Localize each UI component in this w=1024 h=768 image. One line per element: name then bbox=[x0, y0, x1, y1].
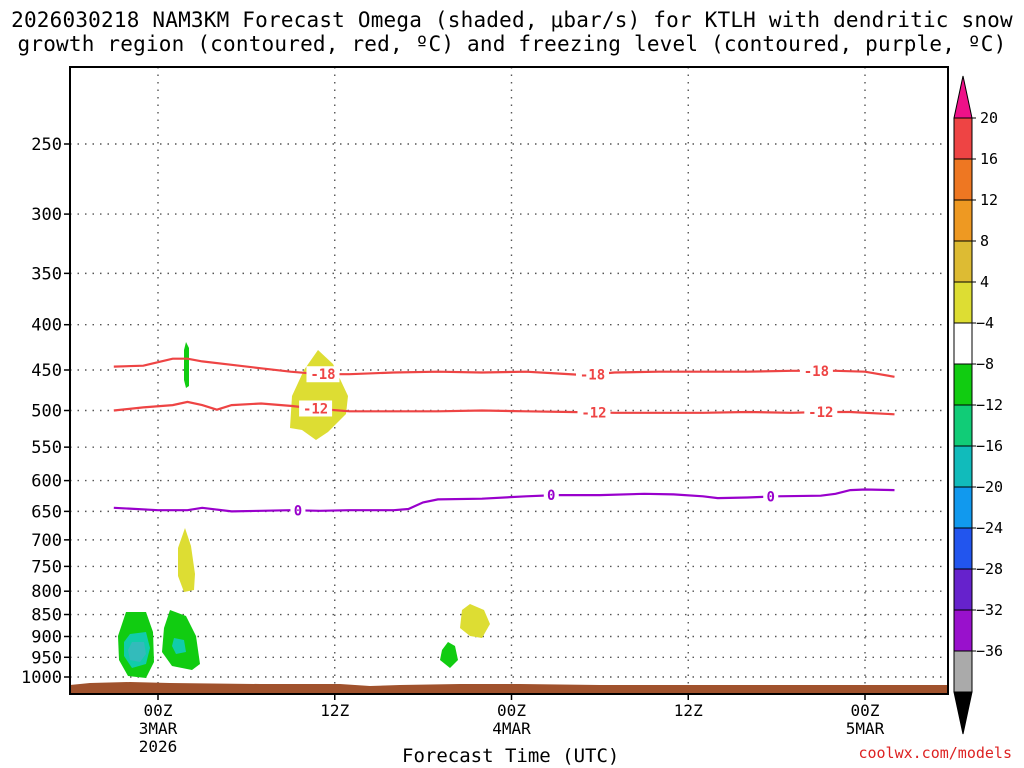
colorbar-swatch bbox=[953, 486, 973, 529]
y-tick-label: 1000 bbox=[21, 668, 62, 688]
y-tick-label: 400 bbox=[31, 316, 62, 336]
contour-line bbox=[113, 400, 895, 416]
credit-text: coolwx.com/models bbox=[858, 744, 1012, 762]
colorbar-swatch bbox=[953, 281, 973, 324]
colorbar-top-arrow bbox=[953, 75, 973, 119]
colorbar-bottom-arrow bbox=[953, 691, 973, 735]
colorbar-swatch bbox=[953, 650, 973, 693]
omega-region-green-strip bbox=[184, 342, 189, 388]
x-tick-label: 2026 bbox=[139, 737, 178, 756]
colorbar-swatch bbox=[953, 363, 973, 406]
colorbar-label: −8 bbox=[976, 355, 994, 373]
colorbar-swatch bbox=[953, 240, 973, 283]
omega-region-yellow-column bbox=[178, 528, 195, 592]
colorbar-swatch bbox=[953, 568, 973, 611]
colorbar-swatch bbox=[953, 609, 973, 652]
chart-title-line1: 2026030218 NAM3KM Forecast Omega (shaded… bbox=[11, 8, 1013, 32]
colorbar-label: 16 bbox=[980, 150, 998, 168]
colorbar-label: 4 bbox=[980, 273, 989, 291]
contour-label-bg bbox=[299, 400, 333, 417]
y-tick-label: 450 bbox=[31, 361, 62, 381]
chart-title-line2: growth region (contoured, red, ºC) and f… bbox=[17, 32, 1007, 56]
colorbar: 20 16 12 8 4 −4 −8 −12 −16 −20 −24 −28 −32 −36 bbox=[953, 75, 1003, 735]
y-tick-label: 600 bbox=[31, 472, 62, 492]
y-tick-label: 700 bbox=[31, 531, 62, 551]
contour-label: -12 bbox=[581, 405, 606, 421]
y-tick-label: 950 bbox=[31, 648, 62, 668]
contour-label-bg bbox=[576, 366, 610, 383]
colorbar-label: 8 bbox=[980, 232, 989, 250]
omega-region-yellow-low bbox=[460, 604, 490, 638]
colorbar-label: −12 bbox=[976, 396, 1003, 414]
y-tick-label: 350 bbox=[31, 264, 62, 284]
omega-region-cyan-inner bbox=[128, 642, 146, 662]
y-tick-label: 500 bbox=[31, 402, 62, 422]
contour-label-bg bbox=[799, 362, 833, 379]
contour-label-bg bbox=[763, 488, 779, 505]
y-tick-label: 750 bbox=[31, 557, 62, 577]
x-tick-label: 3MAR bbox=[139, 719, 178, 738]
omega-region-yellow-mid bbox=[290, 350, 348, 440]
colorbar-label: −32 bbox=[976, 601, 1003, 619]
colorbar-label: −28 bbox=[976, 560, 1003, 578]
colorbar-swatch bbox=[953, 322, 973, 365]
contour-label: -18 bbox=[804, 364, 829, 380]
plot-frame bbox=[69, 66, 949, 695]
x-tick-label: 00Z bbox=[144, 701, 173, 720]
contour-label: 0 bbox=[547, 488, 555, 504]
colorbar-label: 20 bbox=[980, 109, 998, 127]
contour-label-bg bbox=[804, 404, 838, 421]
colorbar-swatch bbox=[953, 404, 973, 447]
contour-line bbox=[113, 357, 895, 378]
y-tick-label: 250 bbox=[31, 135, 62, 155]
contour-label: -12 bbox=[808, 405, 833, 421]
x-tick-label: 4MAR bbox=[492, 719, 531, 738]
contour-label: 0 bbox=[294, 503, 302, 519]
y-tick-label: 550 bbox=[31, 438, 62, 458]
y-tick-label: 900 bbox=[31, 627, 62, 647]
x-axis-title: Forecast Time (UTC) bbox=[402, 745, 620, 767]
colorbar-swatch bbox=[953, 158, 973, 201]
colorbar-swatch bbox=[953, 445, 973, 488]
x-tick-label: 00Z bbox=[497, 701, 526, 720]
colorbar-swatch bbox=[953, 527, 973, 570]
y-tick-label: 300 bbox=[31, 205, 62, 225]
contours: -18 -18 -18 -12 -12 -12 0 0 0 bbox=[113, 357, 895, 519]
colorbar-label: −4 bbox=[976, 314, 994, 332]
y-tick-label: 850 bbox=[31, 606, 62, 626]
colorbar-label: 12 bbox=[980, 191, 998, 209]
contour-label-bg bbox=[543, 487, 559, 504]
y-tick-label: 650 bbox=[31, 502, 62, 522]
contour-label: -18 bbox=[580, 367, 605, 383]
y-tick-label: 800 bbox=[31, 582, 62, 602]
colorbar-label: −36 bbox=[976, 642, 1003, 660]
gridlines bbox=[70, 67, 948, 694]
x-tick-label: 12Z bbox=[320, 701, 349, 720]
contour-label-bg bbox=[577, 404, 611, 421]
x-tick-label: 00Z bbox=[851, 701, 880, 720]
colorbar-swatch bbox=[953, 199, 973, 242]
colorbar-swatch bbox=[953, 117, 973, 160]
contour-label-bg bbox=[290, 502, 306, 519]
contour-label: -18 bbox=[310, 367, 335, 383]
y-axis-labels: 2503003504004505005506006507007508008509… bbox=[21, 135, 70, 688]
contour-label: -12 bbox=[303, 401, 328, 417]
x-tick-label: 5MAR bbox=[846, 719, 885, 738]
contour-label-bg bbox=[306, 366, 340, 383]
x-tick-label: 12Z bbox=[674, 701, 703, 720]
contour-label: 0 bbox=[767, 490, 775, 506]
colorbar-label: −16 bbox=[976, 437, 1003, 455]
surface-terrain bbox=[70, 682, 948, 694]
colorbar-label: −20 bbox=[976, 478, 1003, 496]
omega-region-green-small bbox=[440, 642, 458, 668]
contour-line bbox=[113, 488, 895, 513]
colorbar-label: −24 bbox=[976, 519, 1003, 537]
omega-region-cyan-right bbox=[172, 638, 186, 654]
